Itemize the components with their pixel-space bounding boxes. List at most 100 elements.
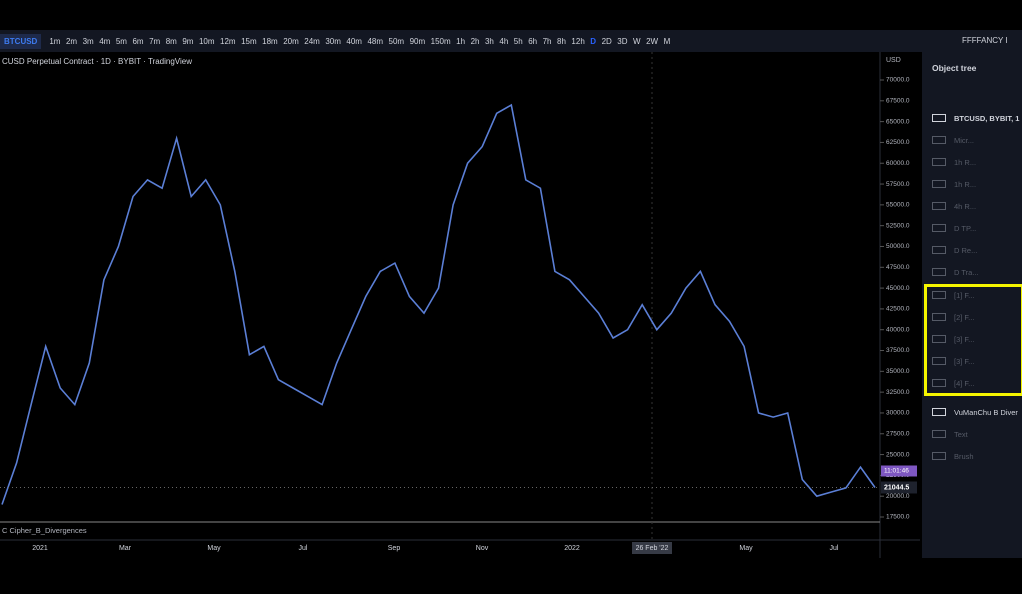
interval-button[interactable]: 18m [262,36,278,46]
item-icon [932,202,946,210]
item-label: BTCUSD, BYBIT, 1 [954,113,1020,123]
interval-button[interactable]: 15m [241,36,257,46]
tree-item[interactable]: 1h R... [932,177,1022,191]
tree-item[interactable]: D Tra... [932,265,1022,279]
interval-button[interactable]: 7m [149,36,161,46]
item-label: Brush [954,451,974,461]
tree-item[interactable]: 1h R... [932,155,1022,169]
interval-button[interactable]: 3m [82,36,94,46]
tree-item[interactable]: [2] F... [932,310,1022,324]
y-tick-label: 20000.0 [886,493,910,500]
interval-list: 1m 2m 3m 4m 5m 6m 7m 8m 9m 10m 12m 15m 18m 20m 24m 30m 4… [49,37,675,46]
item-icon [932,136,946,144]
item-icon [932,246,946,254]
y-tick-label: 27500.0 [886,430,910,437]
tree-item[interactable]: BTCUSD, BYBIT, 1 [932,111,1022,125]
item-icon [932,452,946,460]
chart: CUSD Perpetual Contract · 1D · BYBIT · T… [0,52,920,558]
interval-button[interactable]: 1h [456,36,466,46]
tree-item[interactable]: Text [932,427,1022,441]
highlight-box [924,284,1022,396]
y-tick-label: 40000.0 [886,326,910,333]
interval-button[interactable]: 24m [304,36,320,46]
toolbar: BTCUSD 1m 2m 3m 4m 5m 6m 7m 8m 9m 10m 12m 15m 18m 20m… [0,30,1022,52]
interval-button[interactable]: 6m [132,36,144,46]
item-icon [932,357,946,365]
tree-item[interactable]: D Re... [932,243,1022,257]
interval-button[interactable]: 8m [165,36,177,46]
tree-item[interactable]: [3] F... [932,354,1022,368]
x-tick-label: Mar [119,545,132,552]
item-icon [932,335,946,343]
x-tick-label: Nov [476,545,489,552]
interval-button[interactable]: 3D [617,36,628,46]
tree-item[interactable]: Micr... [932,133,1022,147]
y-tick-label: 50000.0 [886,243,910,250]
interval-button[interactable]: 40m [346,36,362,46]
interval-button[interactable]: 2m [65,36,78,46]
item-icon [932,408,946,416]
interval-button[interactable]: 2D [601,36,612,46]
interval-button[interactable]: 9m [182,36,194,46]
tree-item[interactable]: VuManChu B Diver [932,405,1022,419]
interval-button[interactable]: 7h [542,36,552,46]
interval-button[interactable]: 12h [571,36,585,46]
tree-item[interactable]: [1] F... [932,288,1022,302]
item-label: D Tra... [954,267,979,277]
item-icon [932,114,946,122]
currency-label: USD [886,57,901,64]
interval-button[interactable]: 2h [470,36,480,46]
x-tick-label: 2021 [32,545,48,552]
y-tick-label: 32500.0 [886,389,910,396]
last-price-bg [881,481,917,494]
interval-button[interactable]: 150m [430,36,451,46]
tree-item[interactable]: Brush [932,449,1022,463]
item-icon [932,158,946,166]
item-label: 1h R... [954,157,977,167]
x-tick-label: 2022 [564,545,580,552]
interval-button[interactable]: 5h [513,36,523,46]
y-tick-label: 62500.0 [886,139,910,146]
interval-button[interactable]: 8h [557,36,566,46]
user-name[interactable]: FFFFANCY I [962,36,1008,45]
y-tick-label: 35000.0 [886,368,910,375]
symbol-button[interactable]: BTCUSD [0,33,42,49]
item-label: 4h R... [954,201,977,211]
tree-item[interactable]: [3] F... [932,332,1022,346]
interval-button[interactable]: 1m [49,36,61,46]
interval-button[interactable]: D [590,36,597,46]
y-tick-label: 57500.0 [886,181,910,188]
interval-button[interactable]: 90m [409,36,426,46]
interval-button[interactable]: 30m [325,36,341,46]
item-icon [932,430,946,438]
interval-button[interactable]: 6h [528,36,538,46]
interval-button[interactable]: 5m [115,36,127,46]
tree-item[interactable]: D TP... [932,221,1022,235]
interval-button[interactable]: 12m [220,36,236,46]
x-tick-label: Jul [299,545,308,552]
y-tick-label: 70000.0 [886,77,910,84]
y-tick-label: 55000.0 [886,202,910,209]
interval-button[interactable]: 48m [367,36,384,46]
x-tick-label: May [207,545,221,552]
interval-button[interactable]: 20m [283,36,299,46]
interval-button[interactable]: W [633,36,641,46]
interval-button[interactable]: 3h [484,36,494,46]
item-label: D TP... [954,223,977,233]
interval-button[interactable]: 2W [646,36,659,46]
item-label: Text [954,429,968,439]
x-tick-label: Jul [830,545,839,552]
y-tick-label: 67500.0 [886,98,910,105]
tree-item[interactable]: [4] F... [932,376,1022,390]
interval-button[interactable]: 4m [99,36,111,46]
item-icon [932,313,946,321]
item-label: [1] F... [954,290,975,300]
item-icon [932,224,946,232]
interval-button[interactable]: 10m [198,36,215,46]
interval-button[interactable]: M [663,36,671,46]
chart-title: CUSD Perpetual Contract · 1D · BYBIT · T… [2,57,192,66]
interval-button[interactable]: 50m [388,36,405,46]
interval-button[interactable]: 4h [499,36,509,46]
tree-item[interactable]: 4h R... [932,199,1022,213]
object-tree-panel: Object tree BTCUSD, BYBIT, 1 Micr... 1h R.… [922,52,1022,558]
